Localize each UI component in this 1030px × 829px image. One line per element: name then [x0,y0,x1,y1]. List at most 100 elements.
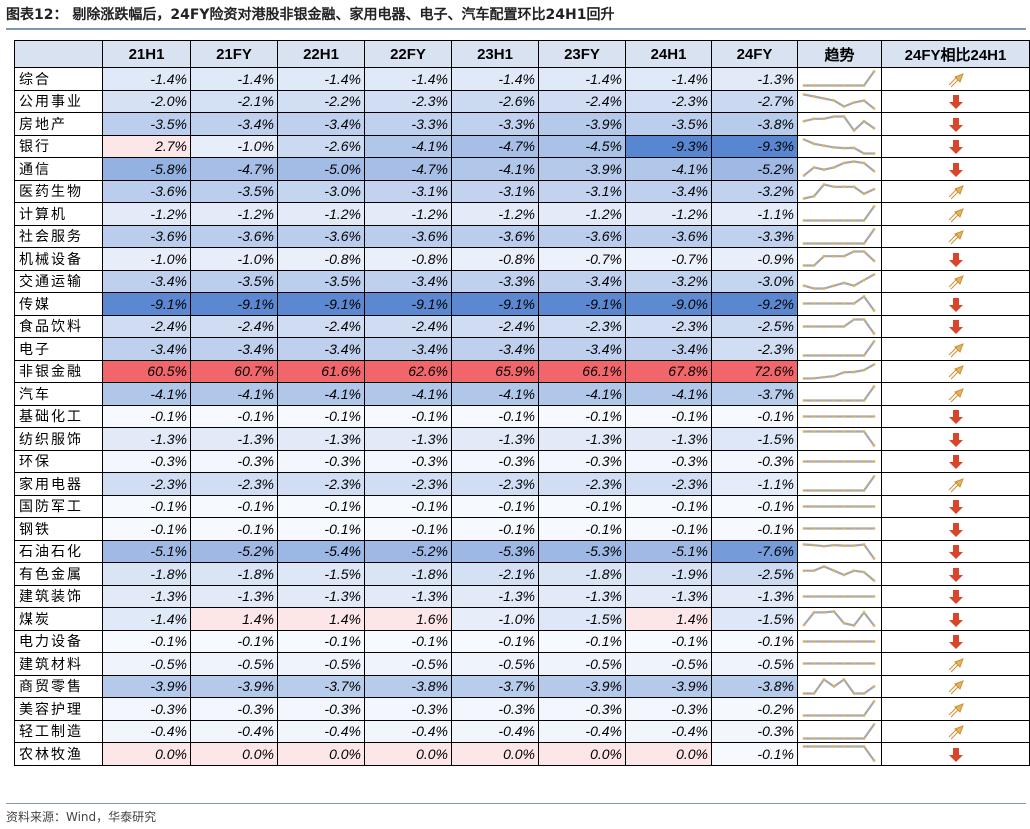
trend-point [872,227,876,231]
change-cell [881,674,1030,698]
industry-name: 农林牧渔 [14,742,103,766]
value-cell: -3.6% [625,224,712,248]
trend-point [832,714,836,718]
change-cell [881,472,1030,496]
industry-name: 纺织服饰 [14,427,103,451]
value-cell: -4.7% [190,157,278,181]
trend-point [862,151,866,155]
trend-point [872,556,876,560]
industry-name: 基础化工 [14,404,103,428]
value-cell: 0.0% [538,742,626,766]
value-cell: -3.4% [538,269,626,293]
value-cell: 65.9% [451,359,539,383]
value-cell: -4.1% [102,382,191,406]
trend-point [872,106,876,110]
trend-point [862,98,866,102]
trend-cell [797,382,882,406]
value-cell: 62.6% [364,359,452,383]
trend-point [822,399,826,403]
trend-point [842,324,846,328]
value-cell: -1.4% [102,607,191,631]
industry-name: 有色金属 [14,562,103,586]
trend-point [812,662,816,666]
trend-point [842,745,846,749]
trend-point [812,489,816,493]
trend-sparkline [802,340,876,358]
value-cell: -0.1% [711,494,798,518]
value-cell: -5.1% [625,539,712,563]
value-cell: -0.4% [102,719,191,743]
trend-point [862,527,866,531]
trend-point [822,639,826,643]
value-cell: -2.4% [190,314,278,338]
trend-cell [797,179,882,203]
arrow-up-right-icon [948,207,964,223]
value-cell: -5.0% [277,157,365,181]
value-cell: -2.1% [451,562,539,586]
trend-point [872,187,876,191]
value-cell: -3.9% [538,112,626,136]
value-cell: -0.1% [364,629,452,653]
value-cell: -3.6% [277,224,365,248]
trend-point [812,264,816,268]
trend-cell [797,472,882,496]
trend-point [842,736,846,740]
value-cell: -3.6% [538,224,626,248]
trend-point [852,414,856,418]
change-cell [881,517,1030,541]
industry-name: 轻工制造 [14,719,103,743]
trend-point [802,302,806,306]
value-cell: -0.1% [711,404,798,428]
value-cell: -0.1% [451,517,539,541]
trend-point [842,370,846,374]
trend-sparkline [802,430,876,448]
trend-sparkline [802,504,876,508]
trend-point [812,691,816,695]
trend-cell [797,269,882,293]
table-row: 石油石化 -5.1% -5.2% -5.4% -5.2% -5.3% -5.3% -5.1% -… [14,539,1030,563]
trend-point [802,414,806,418]
trend-point [832,684,836,688]
trend-point [872,639,876,643]
change-cell [881,89,1030,113]
trend-line [803,363,875,380]
value-cell: -1.9% [625,562,712,586]
trend-point [812,354,816,358]
trend-point [872,169,876,173]
value-cell: -0.1% [190,404,278,428]
value-cell: -0.1% [538,494,626,518]
value-cell: -1.0% [102,247,191,271]
trend-point [872,459,876,463]
value-cell: -0.3% [538,449,626,473]
trend-point [802,264,806,268]
change-cell [881,629,1030,653]
industry-name: 电子 [14,337,103,361]
value-cell: -4.1% [625,382,712,406]
value-cell: -0.3% [711,449,798,473]
trend-cell [797,314,882,338]
trend-point [872,205,876,209]
value-cell: -0.3% [451,697,539,721]
value-cell: -1.1% [711,202,798,226]
table-row: 建筑材料 -0.5% -0.5% -0.5% -0.5% -0.5% -0.5% -0.5% -… [14,652,1030,676]
value-cell: -1.4% [190,67,278,91]
value-cell: -4.1% [364,382,452,406]
trend-point [812,639,816,643]
trend-sparkline [802,272,876,290]
change-cell [881,224,1030,248]
trend-point [872,385,876,389]
value-cell: -0.3% [625,449,712,473]
value-cell: -1.8% [538,562,626,586]
trend-point [842,219,846,223]
trend-point [812,504,816,508]
trend-point [802,542,806,546]
value-cell: -2.3% [625,314,712,338]
table-row: 美容护理 -0.3% -0.3% -0.3% -0.3% -0.3% -0.3% -0.3% -… [14,697,1030,721]
trend-point [812,84,816,88]
trend-point [872,527,876,531]
trend-point [822,736,826,740]
value-cell: 72.6% [711,359,798,383]
trend-line [804,476,875,492]
trend-point [822,286,826,290]
source-divider [6,803,1026,804]
